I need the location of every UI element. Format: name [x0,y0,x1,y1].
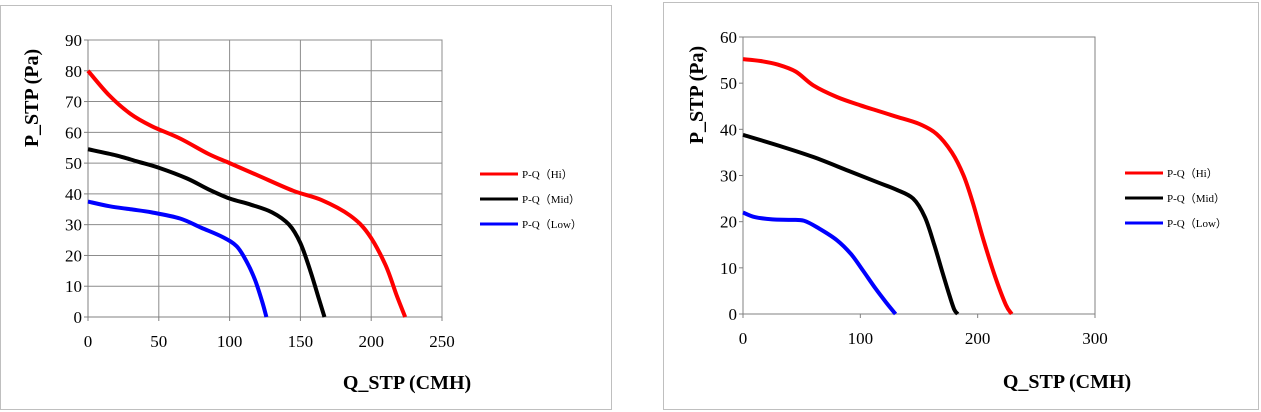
legend-label-2: P-Q（Low） [1167,217,1227,230]
series-line-0 [86,69,408,318]
y-tick-label: 20 [65,246,82,265]
y-tick-label: 30 [65,216,82,235]
y-tick-label: 40 [65,185,82,204]
y-tick-label: 0 [729,305,738,324]
y-tick-label: 50 [720,74,737,93]
y-tick-label: 60 [720,28,737,47]
y-tick-label: 80 [65,62,82,81]
series-line-1 [742,132,960,316]
legend-label-1: P-Q（Mid） [522,193,580,206]
y-tick-label: 20 [720,213,737,232]
x-axis-title: Q_STP (CMH) [343,372,471,394]
x-axis-title: Q_STP (CMH) [1003,371,1131,393]
y-tick-label: 10 [65,277,82,296]
y-tick-label: 0 [74,308,83,327]
x-tick-label: 300 [1082,329,1108,348]
x-tick-label: 0 [84,332,93,351]
y-tick-label: 10 [720,259,737,278]
series-line-1 [87,147,327,318]
chart-right: 0 10 20 30 40 50 60 0 100 200 300 Q_STP (CMH) P_STP … [663,2,1259,410]
plot-area [742,36,1096,315]
x-tick-label: 100 [217,332,243,351]
chart-right-svg: 0 10 20 30 40 50 60 0 100 200 300 Q_STP (CMH) P_STP … [686,28,1227,393]
x-tick-label: 250 [429,332,455,351]
y-tick-label: 60 [65,123,82,142]
legend-label-0: P-Q（Hi） [1167,167,1218,180]
legend-label-1: P-Q（Mid） [1167,192,1225,205]
y-tick-label: 40 [720,120,737,139]
series-line-0 [742,57,1014,316]
x-tick-label: 200 [965,329,991,348]
x-tick-label: 100 [848,329,874,348]
chart-left-svg: 0 10 20 30 40 50 60 70 80 90 0 50 100 150 200 250 Q_STP … [21,31,582,394]
y-axis-title: P_STP (Pa) [21,49,43,147]
series-line-2 [742,210,898,316]
y-tick-label: 90 [65,31,82,50]
legend-label-0: P-Q（Hi） [522,168,573,181]
legend-label-2: P-Q（Low） [522,218,582,231]
y-tick-label: 70 [65,93,82,112]
chart-left: 0 10 20 30 40 50 60 70 80 90 0 50 100 150 200 250 Q_STP … [0,5,612,410]
x-tick-label: 200 [358,332,384,351]
x-tick-label: 0 [739,329,748,348]
y-tick-label: 30 [720,167,737,186]
series-line-2 [87,199,269,318]
y-axis-title: P_STP (Pa) [686,46,708,144]
x-tick-label: 50 [150,332,167,351]
x-tick-label: 150 [288,332,314,351]
y-tick-label: 50 [65,154,82,173]
